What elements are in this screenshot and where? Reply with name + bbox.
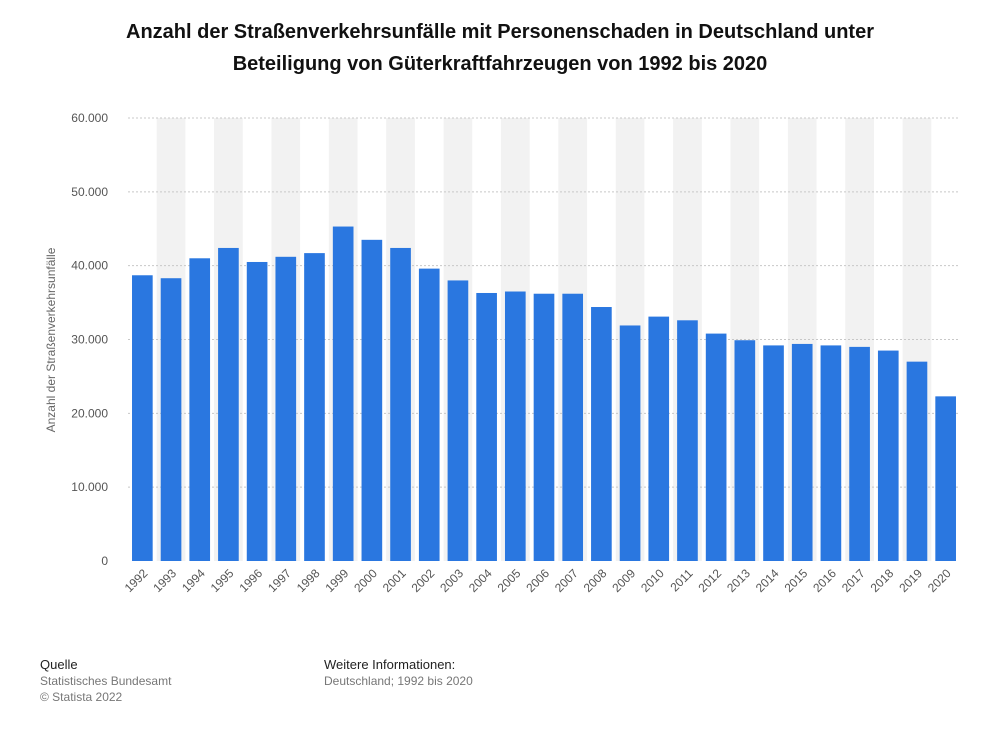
bar-1996 [246,261,268,561]
bar-2020 [935,396,956,561]
bar-1994 [189,258,211,561]
x-tick-label: 1994 [179,566,208,595]
bar-2002 [418,268,440,561]
x-tick-label: 2012 [695,566,724,595]
info-block: Weitere Informationen: Deutschland; 1992… [324,657,473,689]
x-tick-label: 2002 [409,566,438,595]
bar-2018 [877,350,899,561]
x-tick-label: 2003 [437,566,466,595]
y-tick-label: 60.000 [71,111,108,125]
y-tick-label: 0 [101,554,108,568]
y-tick-label: 20.000 [71,406,108,420]
x-tick-label: 1997 [265,566,294,595]
x-tick-label: 1999 [323,566,352,595]
chart-title-line-1: Anzahl der Straßenverkehrsunfälle mit Pe… [126,21,874,43]
bar-1998 [304,253,325,562]
bar-2011 [677,320,698,561]
x-tick-label: 1993 [150,566,179,595]
y-tick-label: 30.000 [71,333,108,347]
x-tick-label: 2016 [810,566,839,595]
bars [132,226,956,562]
bar-2009 [619,325,641,561]
x-tick-label: 2013 [724,566,753,595]
x-tick-label: 2006 [523,566,552,595]
bar-2012 [705,333,727,561]
x-tick-label: 2000 [351,566,380,595]
y-tick-label: 50.000 [71,185,108,199]
bar-1997 [275,256,297,561]
bar-2003 [447,280,469,561]
source-heading: Quelle [40,657,78,672]
x-tick-label: 2014 [753,566,782,595]
bar-chart: 0 10.000 20.000 30.000 40.000 50.000 60.000 19… [44,111,960,595]
bar-2013 [734,340,756,561]
bar-2001 [390,247,411,562]
bar-1995 [218,247,239,562]
bar-2015 [791,343,813,561]
bar-2016 [820,345,842,561]
bar-2019 [906,361,928,561]
bar-1993 [160,278,182,561]
x-tick-label: 2019 [896,566,925,595]
bar-1992 [132,275,153,561]
info-line: Deutschland; 1992 bis 2020 [324,674,473,688]
info-heading: Weitere Informationen: [324,657,456,672]
x-tick-label: 1996 [236,566,265,595]
x-axis-ticks: 1992 1993 1994 1995 1996 1997 1998 1999 2000 2001… [122,566,954,595]
bar-1999 [332,226,354,561]
y-axis-label: Anzahl der Straßenverkehrsunfälle [44,247,58,432]
x-tick-label: 2008 [581,566,610,595]
bar-2007 [562,293,584,561]
x-tick-label: 1998 [294,566,323,595]
x-tick-label: 2015 [782,566,811,595]
y-tick-label: 40.000 [71,259,108,273]
x-tick-label: 2010 [638,566,667,595]
x-tick-label: 2004 [466,566,495,595]
x-tick-label: 2001 [380,566,409,595]
x-tick-label: 2017 [839,566,868,595]
y-tick-label: 10.000 [71,480,108,494]
bar-2017 [849,346,870,561]
y-axis-ticks: 0 10.000 20.000 30.000 40.000 50.000 60.000 [71,111,108,568]
bar-2006 [533,293,555,561]
source-line: Statistisches Bundesamt [40,674,172,688]
copyright-line: © Statista 2022 [40,690,123,704]
chart-title-line-2: Beteiligung von Güterkraftfahrzeugen von… [232,53,768,75]
bar-2005 [504,291,526,561]
source-block: Quelle Statistisches Bundesamt © Statist… [40,657,171,705]
bar-2000 [361,239,383,561]
x-tick-label: 1992 [122,566,151,595]
chart-title: Anzahl der Straßenverkehrsunfälle mit Pe… [40,16,960,80]
bar-2004 [476,292,497,561]
x-tick-label: 2005 [495,566,524,595]
x-tick-label: 2011 [667,566,695,594]
bar-2010 [648,316,670,561]
x-tick-label: 2007 [552,566,581,595]
x-tick-label: 2018 [868,566,897,595]
x-tick-label: 2020 [925,566,954,595]
x-tick-label: 1995 [208,566,237,595]
bar-2008 [591,307,612,561]
bar-2014 [763,345,784,561]
x-tick-label: 2009 [609,566,638,595]
